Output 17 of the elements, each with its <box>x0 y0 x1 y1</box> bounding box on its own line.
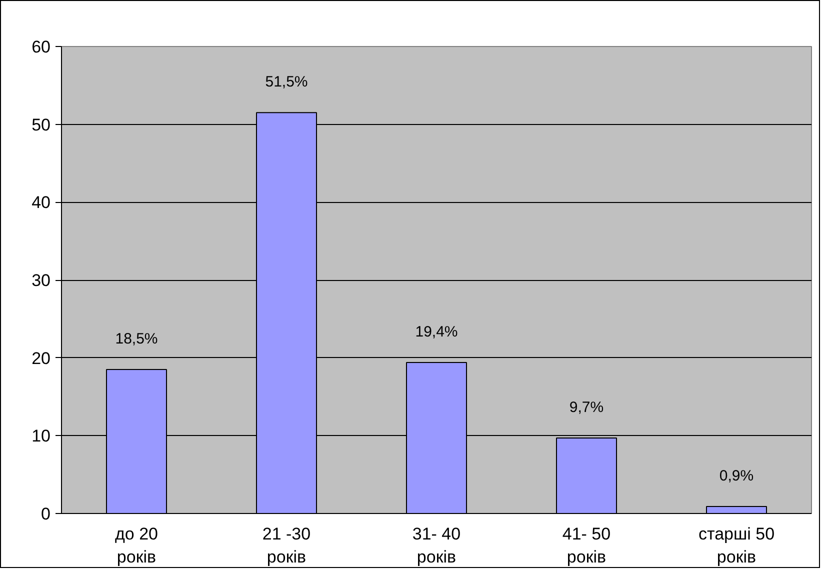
x-tick-label: 21 -30 років <box>262 524 311 566</box>
y-tick-label: 60 <box>32 38 51 56</box>
y-tick-label: 10 <box>32 426 51 446</box>
data-label: 51,5% <box>265 74 308 91</box>
y-tick-label: 20 <box>32 348 51 368</box>
y-tick-label: 40 <box>32 193 51 212</box>
x-tick-label: 41- 50 років <box>562 524 611 566</box>
x-tick-label: 31- 40 років <box>412 524 461 566</box>
data-label: 9,7% <box>569 399 604 416</box>
data-label: 0,9% <box>719 467 754 484</box>
x-tick-label: до 20 років <box>114 524 158 566</box>
y-tick-label: 0 <box>41 504 51 524</box>
data-label: 18,5% <box>115 330 158 348</box>
y-tick-label: 50 <box>32 115 51 134</box>
x-tick-label: старші 50 років <box>698 524 775 566</box>
y-tick-label: 30 <box>32 271 51 290</box>
data-label: 19,4% <box>415 324 458 341</box>
